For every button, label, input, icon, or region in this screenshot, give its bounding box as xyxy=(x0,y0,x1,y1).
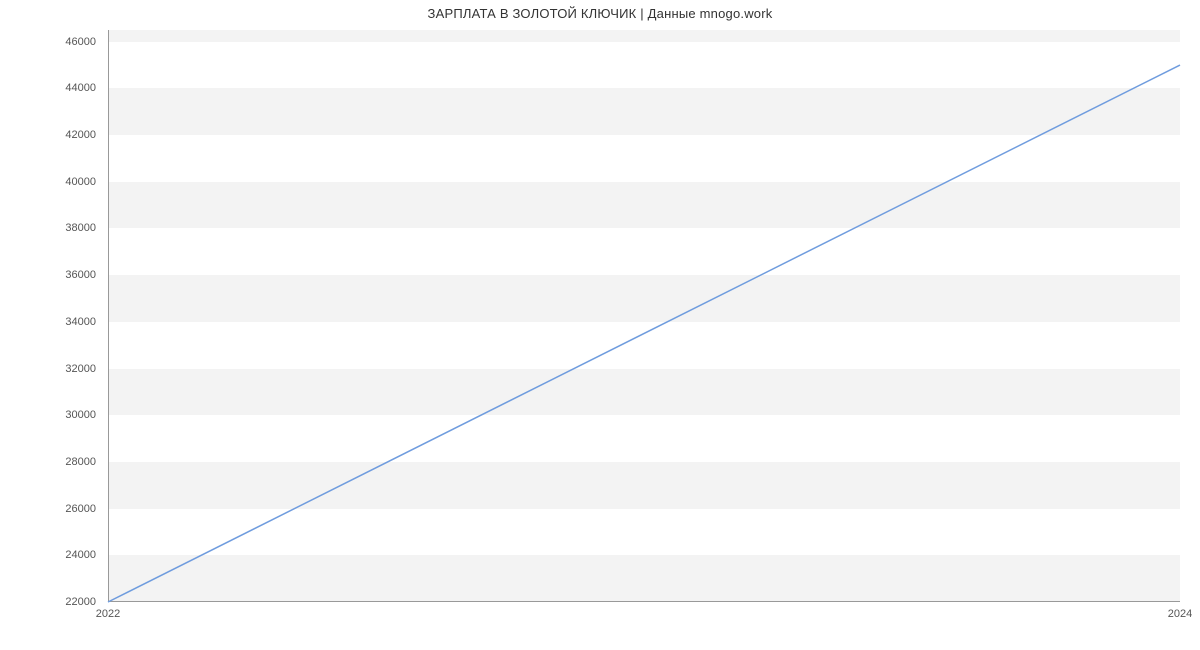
y-tick-label: 34000 xyxy=(0,316,96,328)
y-tick-label: 44000 xyxy=(0,82,96,94)
plot-area xyxy=(108,30,1180,602)
y-tick-label: 24000 xyxy=(0,549,96,561)
y-tick-label: 26000 xyxy=(0,503,96,515)
y-tick-label: 28000 xyxy=(0,456,96,468)
chart-title: ЗАРПЛАТА В ЗОЛОТОЙ КЛЮЧИК | Данные mnogo… xyxy=(0,6,1200,21)
y-tick-label: 42000 xyxy=(0,129,96,141)
y-tick-label: 22000 xyxy=(0,596,96,608)
y-tick-label: 30000 xyxy=(0,409,96,421)
x-tick-label: 2022 xyxy=(96,608,120,620)
y-tick-label: 46000 xyxy=(0,36,96,48)
y-tick-label: 36000 xyxy=(0,269,96,281)
y-tick-label: 40000 xyxy=(0,176,96,188)
line-layer xyxy=(108,30,1180,602)
series-line-salary xyxy=(108,65,1180,602)
y-tick-label: 38000 xyxy=(0,222,96,234)
salary-line-chart: ЗАРПЛАТА В ЗОЛОТОЙ КЛЮЧИК | Данные mnogo… xyxy=(0,0,1200,650)
y-tick-label: 32000 xyxy=(0,363,96,375)
x-tick-label: 2024 xyxy=(1168,608,1192,620)
